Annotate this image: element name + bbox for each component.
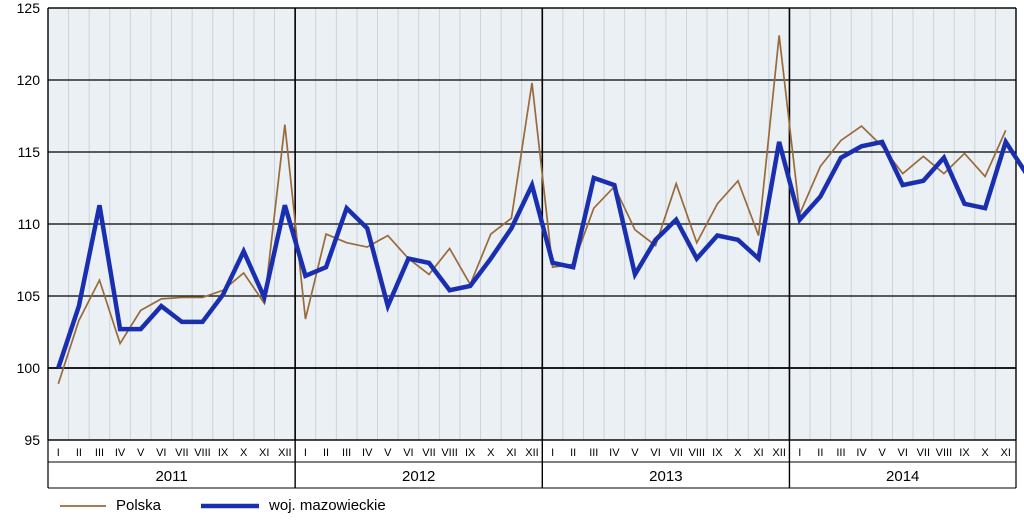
svg-text:II: II <box>817 447 823 459</box>
svg-text:V: V <box>631 447 639 459</box>
svg-text:VII: VII <box>422 447 435 459</box>
svg-text:VI: VI <box>650 447 660 459</box>
svg-text:IX: IX <box>712 447 723 459</box>
svg-text:XII: XII <box>772 447 785 459</box>
svg-text:XI: XI <box>259 447 269 459</box>
svg-text:VII: VII <box>669 447 682 459</box>
svg-text:IV: IV <box>115 447 126 459</box>
svg-text:VII: VII <box>917 447 930 459</box>
svg-text:115: 115 <box>18 144 41 160</box>
svg-text:I: I <box>551 447 554 459</box>
svg-text:V: V <box>878 447 886 459</box>
svg-text:X: X <box>734 447 742 459</box>
svg-text:VIII: VIII <box>689 447 706 459</box>
svg-text:VIII: VIII <box>194 447 211 459</box>
svg-text:III: III <box>342 447 351 459</box>
svg-text:VI: VI <box>898 447 908 459</box>
svg-text:II: II <box>570 447 576 459</box>
svg-text:VII: VII <box>175 447 188 459</box>
svg-text:125: 125 <box>17 0 41 16</box>
chart-container: 95100105110115120125IIIIIIIVVVIVIIVIIIIX… <box>0 0 1024 520</box>
svg-text:V: V <box>384 447 392 459</box>
svg-text:VI: VI <box>156 447 166 459</box>
svg-text:X: X <box>487 447 495 459</box>
svg-text:III: III <box>589 447 598 459</box>
svg-text:I: I <box>798 447 801 459</box>
svg-text:2011: 2011 <box>155 468 187 485</box>
svg-text:X: X <box>981 447 989 459</box>
svg-text:IX: IX <box>959 447 970 459</box>
svg-text:I: I <box>57 447 60 459</box>
legend-label-polska: Polska <box>116 497 161 514</box>
line-chart: 95100105110115120125IIIIIIIVVVIVIIVIIIIX… <box>0 0 1024 520</box>
svg-text:III: III <box>95 447 104 459</box>
svg-text:VIII: VIII <box>936 447 953 459</box>
svg-text:IX: IX <box>218 447 229 459</box>
svg-text:III: III <box>836 447 845 459</box>
svg-text:IV: IV <box>362 447 373 459</box>
svg-text:XI: XI <box>753 447 763 459</box>
svg-text:VI: VI <box>403 447 413 459</box>
svg-text:100: 100 <box>17 360 41 376</box>
svg-text:XI: XI <box>506 447 516 459</box>
svg-text:2012: 2012 <box>402 468 435 485</box>
svg-text:XII: XII <box>278 447 291 459</box>
legend-swatch-polska <box>60 501 106 511</box>
legend-label-mazowieckie: woj. mazowieckie <box>269 497 386 514</box>
legend: Polska woj. mazowieckie <box>60 497 386 514</box>
svg-text:IV: IV <box>609 447 620 459</box>
svg-text:V: V <box>137 447 145 459</box>
svg-text:2013: 2013 <box>649 468 682 485</box>
legend-swatch-mazowieckie <box>201 500 259 512</box>
svg-text:XII: XII <box>525 447 538 459</box>
svg-text:VIII: VIII <box>441 447 458 459</box>
legend-item-mazowieckie: woj. mazowieckie <box>201 497 386 514</box>
legend-item-polska: Polska <box>60 497 161 514</box>
svg-text:I: I <box>304 447 307 459</box>
svg-text:XI: XI <box>1000 447 1010 459</box>
svg-text:2014: 2014 <box>886 468 919 485</box>
svg-text:110: 110 <box>18 216 41 232</box>
svg-text:120: 120 <box>17 72 41 88</box>
svg-text:IX: IX <box>465 447 476 459</box>
svg-text:105: 105 <box>17 288 41 304</box>
svg-text:II: II <box>76 447 82 459</box>
svg-text:X: X <box>240 447 248 459</box>
svg-text:II: II <box>323 447 329 459</box>
svg-text:95: 95 <box>24 432 40 448</box>
svg-text:IV: IV <box>856 447 867 459</box>
